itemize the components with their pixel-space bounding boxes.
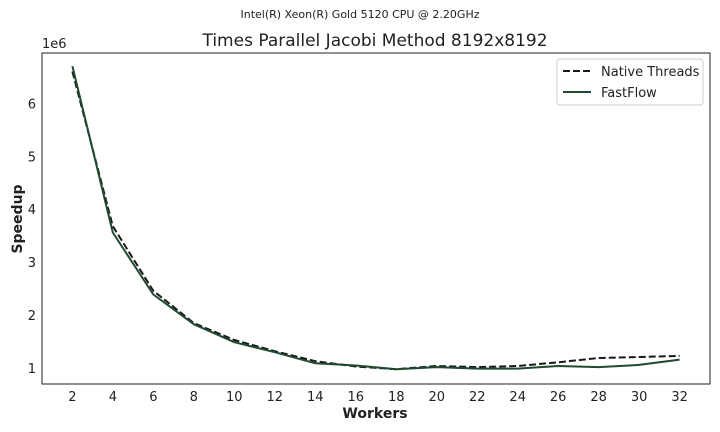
- y-tick-label: 5: [28, 150, 36, 165]
- x-tick-label: 18: [388, 390, 405, 405]
- x-tick-label: 8: [190, 390, 198, 405]
- y-tick-label: 1: [28, 362, 36, 377]
- legend-label: Native Threads: [601, 65, 700, 80]
- x-tick-label: 26: [550, 390, 567, 405]
- chart-suptitle: Intel(R) Xeon(R) Gold 5120 CPU @ 2.20GHz: [240, 8, 479, 21]
- x-tick-label: 4: [109, 390, 117, 405]
- x-tick-label: 20: [428, 390, 445, 405]
- series-line-fastflow: [71, 65, 680, 371]
- x-tick-label: 30: [631, 390, 648, 405]
- x-tick-label: 14: [307, 390, 324, 405]
- y-offset-label: 1e6: [42, 37, 67, 52]
- x-tick-label: 2: [68, 390, 76, 405]
- y-tick-label: 2: [28, 309, 36, 324]
- x-tick-label: 12: [267, 390, 284, 405]
- x-tick-label: 22: [469, 390, 486, 405]
- x-axis-label: Workers: [342, 406, 407, 422]
- series-lines: [71, 65, 680, 371]
- y-tick-label: 3: [28, 256, 36, 271]
- x-tick-label: 10: [226, 390, 243, 405]
- x-tick-label: 6: [149, 390, 157, 405]
- plot-area: [41, 52, 711, 385]
- y-tick-label: 4: [28, 203, 36, 218]
- series-line-native-threads: [71, 71, 680, 371]
- x-tick-label: 32: [671, 390, 688, 405]
- x-tick-label: 24: [509, 390, 526, 405]
- chart-title: Times Parallel Jacobi Method 8192x8192: [201, 31, 547, 51]
- legend: Native Threads FastFlow: [556, 58, 704, 106]
- y-tick-label: 6: [28, 97, 36, 112]
- legend-box: [556, 58, 704, 106]
- x-tick-label: 28: [590, 390, 607, 405]
- x-tick-label: 16: [347, 390, 364, 405]
- legend-label: FastFlow: [601, 86, 657, 101]
- plot-frame: [41, 52, 711, 385]
- y-axis-label: Speedup: [10, 184, 26, 253]
